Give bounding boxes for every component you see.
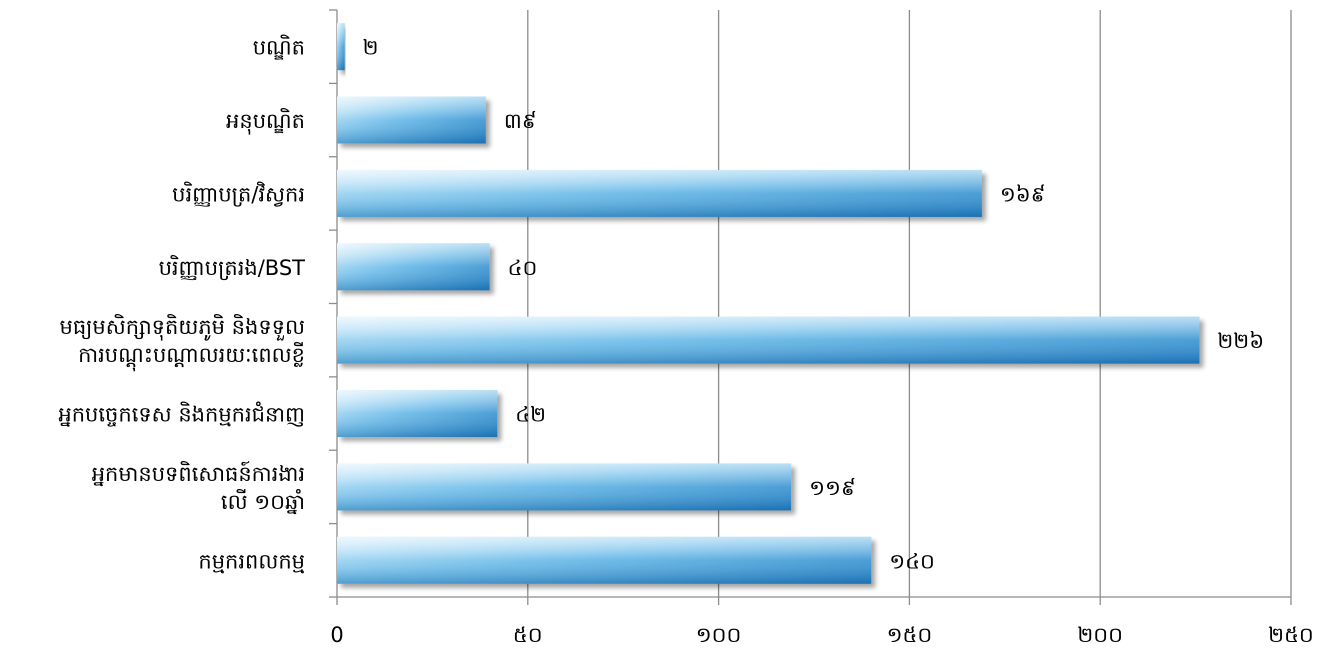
bar-gloss: [337, 463, 792, 511]
labels: 0 ៥០ ១០០ ១៥០ ២០០ ២៥០២បណ្ឌិត៣៩អនុបណ្ឌិត១៦៩បរិញ…: [58, 35, 1313, 647]
category-label: មធ្យមសិក្សាទុតិយភូមិ និងទទួល: [60, 314, 306, 341]
x-tick-label: 0: [330, 623, 343, 647]
bar-gloss: [337, 96, 486, 144]
x-tick-label: ២៥០: [1268, 623, 1314, 647]
category-label: អ្នកមានបទពិសោធន៍ការងារ: [92, 461, 305, 487]
bars: [337, 23, 1200, 584]
category-label: បរិញ្ញាបត្ររង/BST: [159, 255, 306, 281]
bar-gloss: [337, 536, 872, 584]
bar-gloss: [337, 316, 1200, 364]
x-tick-label: ១០០: [696, 623, 742, 647]
data-label: ១៤០: [889, 549, 935, 573]
data-label: ៤០: [508, 256, 538, 280]
category-label: លើ ១០ឆ្នាំ: [221, 489, 305, 515]
bar-gloss: [337, 169, 982, 217]
bar-gloss: [337, 23, 345, 71]
data-label: ២២៦: [1217, 329, 1264, 353]
data-label: ៣៩: [504, 109, 537, 133]
bar-gloss: [337, 243, 490, 291]
bar-gloss: [337, 390, 498, 438]
category-label: បណ្ឌិត: [253, 35, 305, 61]
x-tick-label: ៥០: [513, 623, 543, 647]
x-tick-label: ១៥០: [887, 623, 933, 647]
data-label: ២: [363, 36, 379, 60]
category-label: បរិញ្ញាបត្រ/វិស្វករ: [172, 181, 305, 207]
x-tick-label: ២០០: [1077, 623, 1123, 647]
data-label: ៤២: [515, 403, 546, 427]
category-label: អ្នកបច្ចេកទេស និងកម្មករជំនាញ: [58, 402, 305, 428]
data-label: ១១៩: [809, 476, 856, 500]
category-label: កម្មករពលកម្ម: [198, 549, 305, 573]
category-label: អនុបណ្ឌិត: [226, 108, 305, 135]
category-label: ការបណ្តុះបណ្តាលរយៈពេលខ្លី: [78, 342, 305, 372]
data-label: ១៦៩: [1000, 182, 1046, 206]
